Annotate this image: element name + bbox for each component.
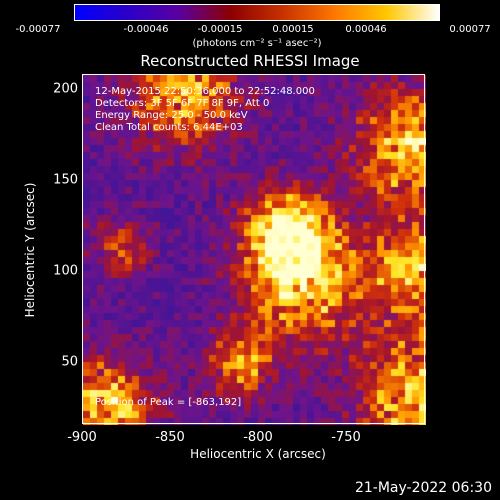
colorbar-tick-label: 0.00077 <box>449 24 491 35</box>
plot-frame <box>82 74 425 424</box>
colorbar <box>74 4 440 21</box>
colorbar-tick-label: -0.00046 <box>123 24 169 35</box>
x-tick-label: -850 <box>155 430 185 445</box>
y-tick-label: 50 <box>61 354 78 370</box>
y-tick-label: 200 <box>53 81 78 97</box>
energy-range-annotation: Energy Range: 25.0 - 50.0 keV <box>95 110 248 121</box>
y-tick-label: 100 <box>53 263 78 279</box>
peak-position-annotation: Position of Peak = [-863,192] <box>95 397 242 408</box>
rhessi-image[interactable] <box>83 75 426 425</box>
colorbar-units: (photons cm⁻² s⁻¹ asec⁻²) <box>192 38 322 49</box>
time-range-annotation: 12-May-2015 22:50:36.000 to 22:52:48.000 <box>95 86 315 97</box>
colorbar-tick-label: -0.00015 <box>197 24 243 35</box>
footer-timestamp: 21-May-2022 06:30 <box>354 480 492 496</box>
x-tick-label: -900 <box>67 430 97 445</box>
y-axis-label: Heliocentric Y (arcsec) <box>23 182 37 318</box>
y-tick-label: 150 <box>53 172 78 188</box>
detectors-annotation: Detectors: 3F 5F 6F 7F 8F 9F, Att 0 <box>95 98 270 109</box>
colorbar-tick-label: 0.00015 <box>272 24 314 35</box>
colorbar-tick-label: -0.00077 <box>15 24 61 35</box>
x-tick-label: -750 <box>331 430 361 445</box>
clean-counts-annotation: Clean Total counts: 6.44E+03 <box>95 122 243 133</box>
colorbar-tick-label: 0.00046 <box>345 24 387 35</box>
image-title: Reconstructed RHESSI Image <box>140 52 360 70</box>
x-tick-label: -800 <box>243 430 273 445</box>
x-axis-label: Heliocentric X (arcsec) <box>190 447 326 461</box>
